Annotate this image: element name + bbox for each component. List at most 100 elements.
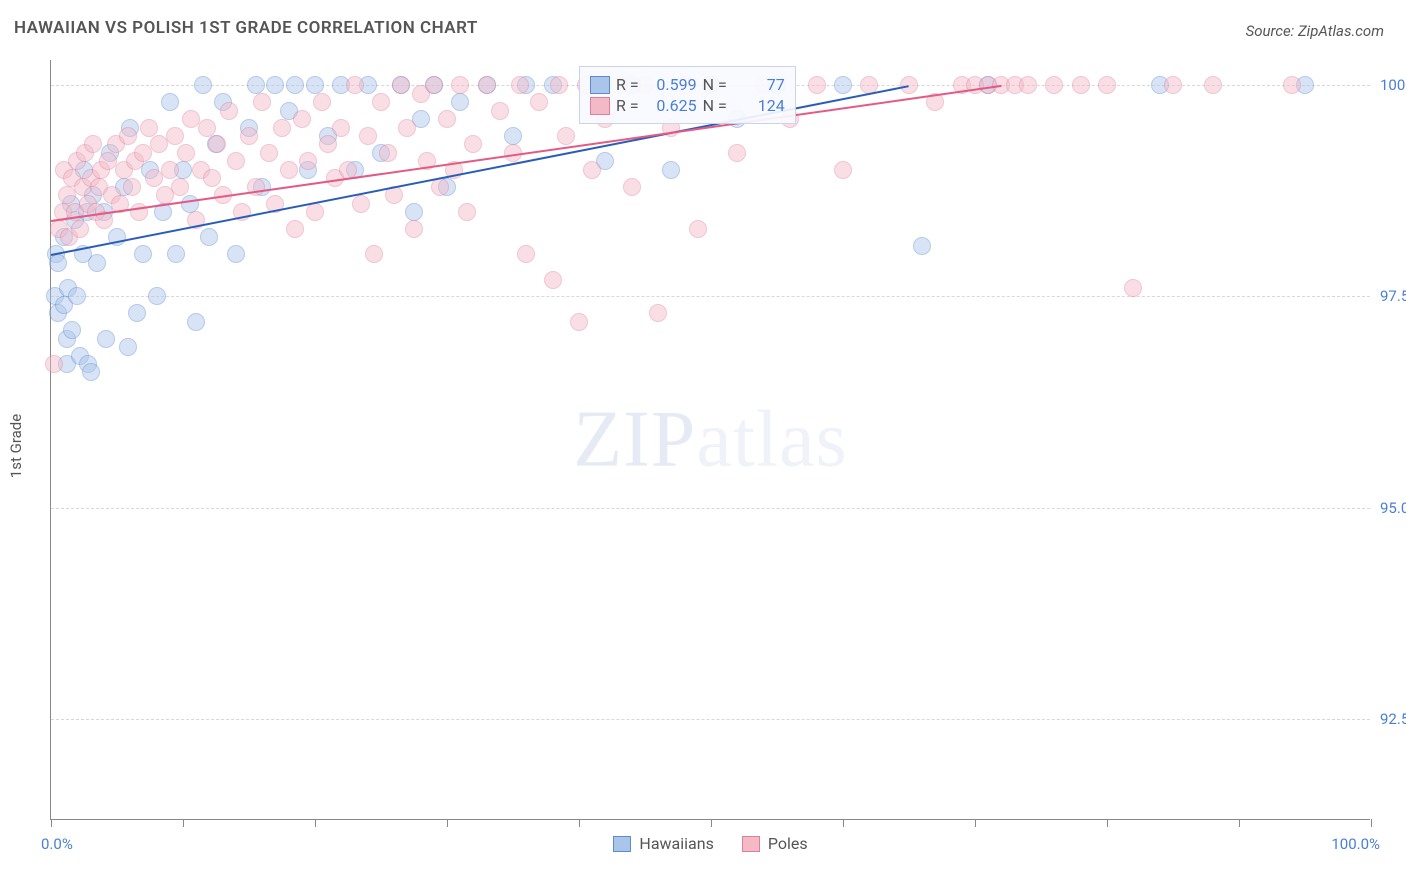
data-point bbox=[464, 135, 482, 153]
data-point bbox=[359, 127, 377, 145]
data-point bbox=[1164, 76, 1182, 94]
data-point bbox=[1019, 76, 1037, 94]
data-point bbox=[511, 76, 529, 94]
data-point bbox=[88, 254, 106, 272]
legend-n-label: N = bbox=[703, 75, 727, 94]
data-point bbox=[438, 110, 456, 128]
data-point bbox=[372, 93, 390, 111]
data-point bbox=[332, 119, 350, 137]
data-point bbox=[177, 144, 195, 162]
legend-n-value: 124 bbox=[733, 96, 785, 115]
legend-r-value: 0.599 bbox=[645, 75, 697, 94]
data-point bbox=[247, 76, 265, 94]
data-point bbox=[478, 76, 496, 94]
data-point bbox=[198, 119, 216, 137]
data-point bbox=[530, 93, 548, 111]
gridline-h bbox=[51, 719, 1370, 720]
data-point bbox=[119, 127, 137, 145]
data-point bbox=[119, 338, 137, 356]
y-tick-label: 92.5% bbox=[1380, 710, 1406, 728]
gridline-h bbox=[51, 508, 1370, 509]
legend-swatch bbox=[590, 76, 610, 94]
data-point bbox=[194, 76, 212, 94]
data-point bbox=[346, 76, 364, 94]
x-tick bbox=[843, 819, 844, 827]
data-point bbox=[148, 287, 166, 305]
data-point bbox=[728, 144, 746, 162]
chart-container: HAWAIIAN VS POLISH 1ST GRADE CORRELATION… bbox=[0, 0, 1406, 892]
series-legend: HawaiiansPoles bbox=[51, 834, 1370, 853]
data-point bbox=[84, 135, 102, 153]
x-tick bbox=[51, 819, 52, 827]
series-legend-label: Hawaiians bbox=[639, 834, 713, 853]
data-point bbox=[352, 195, 370, 213]
x-tick bbox=[1371, 819, 1372, 827]
data-point bbox=[171, 178, 189, 196]
y-tick-label: 100.0% bbox=[1380, 76, 1406, 94]
data-point bbox=[200, 228, 218, 246]
data-point bbox=[517, 245, 535, 263]
stats-legend: R =0.599N =77R =0.625N =124 bbox=[579, 66, 796, 124]
watermark: ZIPatlas bbox=[573, 394, 848, 485]
x-tick bbox=[579, 819, 580, 827]
data-point bbox=[365, 245, 383, 263]
data-point bbox=[649, 304, 667, 322]
stats-legend-row: R =0.599N =77 bbox=[590, 75, 785, 94]
data-point bbox=[203, 169, 221, 187]
data-point bbox=[286, 76, 304, 94]
legend-r-label: R = bbox=[616, 96, 639, 115]
legend-n-label: N = bbox=[703, 96, 727, 115]
data-point bbox=[398, 119, 416, 137]
data-point bbox=[550, 76, 568, 94]
gridline-h bbox=[51, 296, 1370, 297]
data-point bbox=[187, 313, 205, 331]
x-tick bbox=[183, 819, 184, 827]
data-point bbox=[240, 127, 258, 145]
data-point bbox=[405, 220, 423, 238]
data-point bbox=[306, 203, 324, 221]
x-tick bbox=[975, 819, 976, 827]
data-point bbox=[405, 203, 423, 221]
data-point bbox=[82, 363, 100, 381]
data-point bbox=[227, 245, 245, 263]
data-point bbox=[181, 195, 199, 213]
x-tick bbox=[1239, 819, 1240, 827]
series-legend-item: Hawaiians bbox=[613, 834, 713, 853]
data-point bbox=[161, 93, 179, 111]
data-point bbox=[166, 127, 184, 145]
data-point bbox=[253, 93, 271, 111]
data-point bbox=[583, 161, 601, 179]
x-tick bbox=[447, 819, 448, 827]
legend-r-label: R = bbox=[616, 75, 639, 94]
data-point bbox=[451, 93, 469, 111]
data-point bbox=[662, 161, 680, 179]
data-point bbox=[544, 271, 562, 289]
legend-swatch bbox=[590, 97, 610, 115]
data-point bbox=[319, 135, 337, 153]
data-point bbox=[140, 119, 158, 137]
source-label: Source: ZipAtlas.com bbox=[1246, 22, 1384, 40]
data-point bbox=[834, 161, 852, 179]
data-point bbox=[1124, 279, 1142, 297]
data-point bbox=[273, 119, 291, 137]
data-point bbox=[808, 76, 826, 94]
data-point bbox=[379, 144, 397, 162]
stats-legend-row: R =0.625N =124 bbox=[590, 96, 785, 115]
data-point bbox=[1283, 76, 1301, 94]
data-point bbox=[570, 313, 588, 331]
data-point bbox=[68, 287, 86, 305]
data-point bbox=[504, 127, 522, 145]
data-point bbox=[134, 245, 152, 263]
watermark-zip: ZIP bbox=[573, 395, 696, 483]
data-point bbox=[97, 330, 115, 348]
plot-area: ZIPatlas 92.5%95.0%97.5%100.0%0.0%100.0%… bbox=[50, 60, 1370, 820]
data-point bbox=[313, 93, 331, 111]
data-point bbox=[71, 220, 89, 238]
data-point bbox=[208, 135, 226, 153]
data-point bbox=[45, 355, 63, 373]
data-point bbox=[623, 178, 641, 196]
data-point bbox=[280, 161, 298, 179]
legend-swatch bbox=[742, 836, 760, 852]
y-tick-label: 95.0% bbox=[1380, 499, 1406, 517]
data-point bbox=[491, 102, 509, 120]
